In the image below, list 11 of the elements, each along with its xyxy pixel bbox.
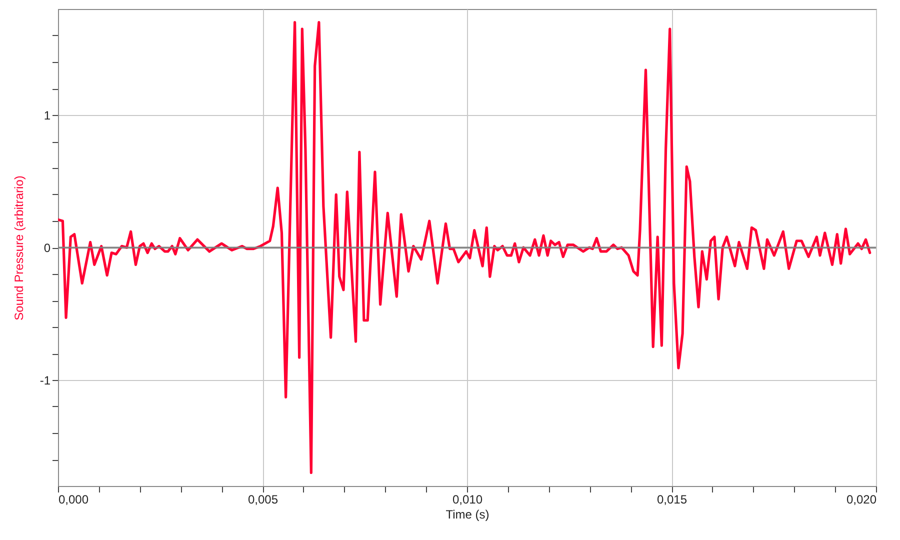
x-tick-label: 0,010 (452, 492, 483, 506)
y-tick-label: -1 (40, 374, 51, 388)
x-tick-label: 0,005 (248, 492, 278, 506)
x-tick-label: 0,015 (656, 492, 688, 506)
y-axis-title: Sound Pressure (arbitrario) (12, 176, 26, 320)
x-axis-title: Time (s) (446, 508, 490, 522)
y-tick-label: 0 (44, 241, 51, 255)
line-series (58, 20, 872, 474)
x-tick-label: 0,020 (846, 492, 877, 506)
x-tick-label: 0,000 (58, 492, 89, 506)
y-tick-label: 1 (44, 108, 51, 122)
